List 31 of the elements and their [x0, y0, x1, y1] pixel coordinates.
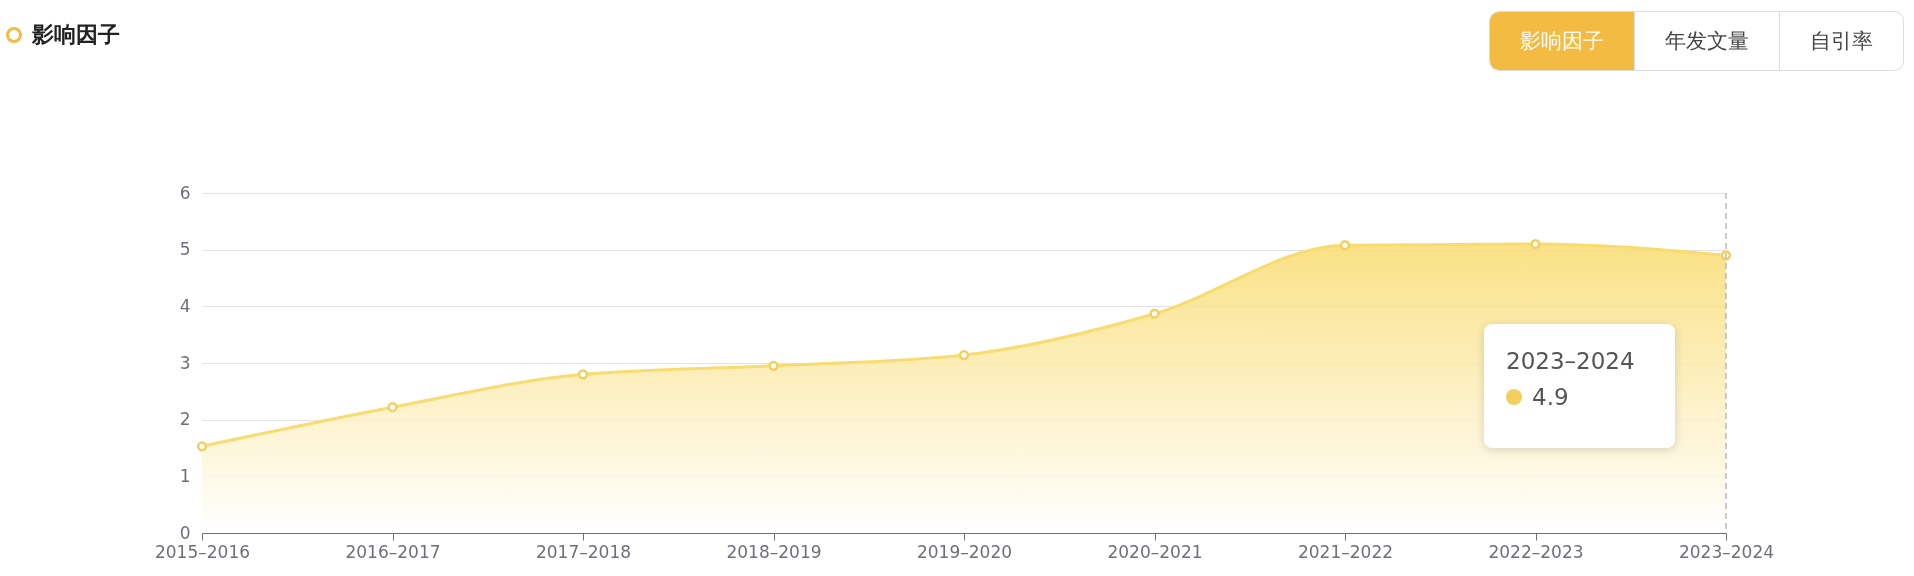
y-tick-label: 5 — [179, 239, 191, 260]
tooltip-box: 2023–2024 4.9 — [1484, 324, 1675, 448]
x-tick-label: 2023–2024 — [1678, 541, 1775, 562]
annotation: 2023–2024 — [1506, 348, 1636, 374]
x-tick-label: 2020–2021 — [1107, 541, 1203, 562]
y-tick-label: 6 — [179, 182, 191, 203]
point — [387, 402, 398, 413]
point — [1339, 240, 1351, 251]
y-tick-label: 4 — [179, 295, 191, 316]
x-tick-label: 2016–2017 — [345, 541, 441, 562]
text: 自引率 — [1779, 12, 1903, 70]
y-tick-label: 2 — [179, 409, 191, 430]
point — [196, 441, 208, 452]
chart-title: 影响因子 — [32, 21, 120, 49]
x-tick-label: 2021–2022 — [1297, 541, 1394, 562]
point — [1530, 238, 1541, 250]
y-tick-label: 3 — [179, 352, 191, 373]
point — [958, 349, 970, 361]
x-tick-label: 2022–2023 — [1488, 541, 1584, 562]
point — [1149, 308, 1160, 319]
point — [768, 360, 779, 371]
x-tick-label: 2015–2016 — [154, 541, 251, 562]
x-tick-label: 2018–2019 — [726, 541, 822, 562]
text: 年发文量 — [1634, 12, 1779, 70]
text: 影响因子 — [1490, 12, 1634, 70]
y-tick-label: 1 — [179, 465, 191, 486]
x-tick-label: 2019–2020 — [916, 541, 1013, 562]
point — [577, 369, 589, 380]
x-tick-label: 2017–2018 — [535, 541, 632, 562]
y-tick-label: 0 — [179, 522, 191, 543]
annotation: 4.9 — [1532, 384, 1569, 410]
